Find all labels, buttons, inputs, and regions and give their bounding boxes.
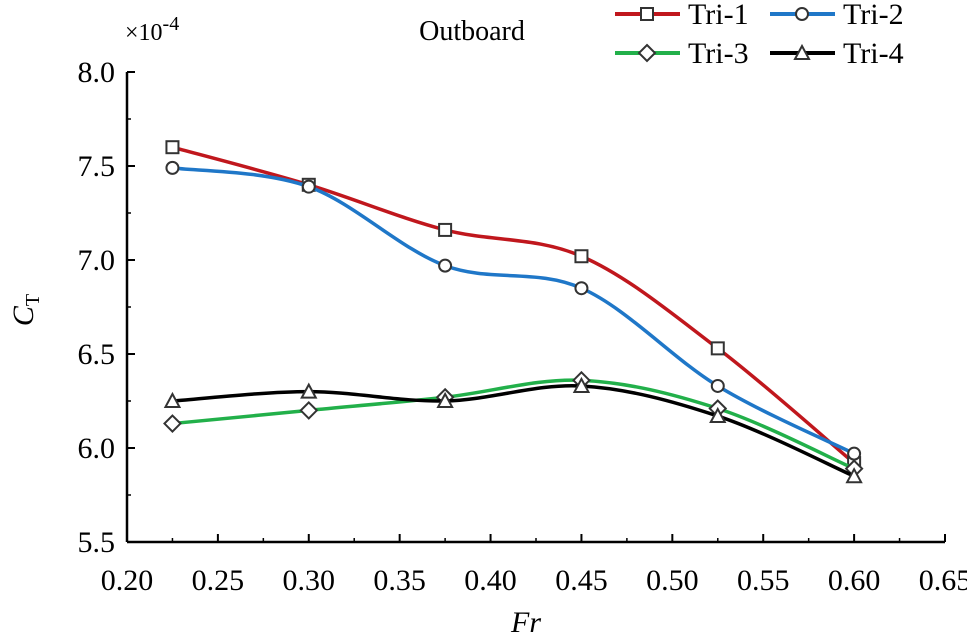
series-line	[171, 145, 856, 465]
legend-label: Tri-2	[843, 0, 904, 31]
data-point	[438, 222, 453, 237]
y-axis-label-sub: T	[22, 294, 44, 306]
x-tick-label: 0.60	[828, 564, 881, 597]
data-point	[300, 382, 318, 399]
legend-marker	[795, 7, 809, 21]
data-point	[574, 281, 589, 296]
series-tri-3	[163, 370, 864, 479]
series-layer	[163, 140, 864, 484]
data-point	[847, 446, 862, 461]
y-tick-label: 6.0	[78, 432, 116, 465]
scale-factor: ×10-4	[125, 13, 179, 46]
legend-marker	[637, 43, 657, 63]
x-tick-label: 0.20	[101, 564, 154, 597]
y-tick-label: 7.0	[78, 244, 116, 277]
data-point	[165, 160, 180, 175]
data-point	[572, 376, 591, 393]
scale-exponent: -4	[163, 13, 180, 35]
legend-marker	[793, 43, 811, 60]
axes: 0.20 0.25 0.30 0.35 0.40 0.45 0.50 0.55 0.60 0.65…	[78, 56, 967, 597]
x-tick-label: 0.65	[919, 564, 967, 597]
legend-entry: Tri-4	[770, 37, 904, 70]
data-point	[710, 378, 725, 393]
series-line	[172, 378, 855, 471]
x-tick-label: 0.45	[555, 564, 608, 597]
data-point	[574, 249, 589, 264]
x-axis-label: Fr	[510, 606, 541, 638]
series-tri-2	[165, 160, 862, 461]
x-tick-label: 0.25	[192, 564, 245, 597]
y-axis-label: CT	[7, 294, 44, 326]
legend-entry: Tri-2	[770, 0, 904, 31]
x-tick-label: 0.30	[283, 564, 336, 597]
legend-entry: Tri-1	[615, 0, 749, 31]
legend-label: Tri-3	[688, 37, 749, 70]
data-point	[299, 400, 319, 420]
scale-label: ×10	[125, 20, 163, 46]
x-tick-label: 0.40	[464, 564, 517, 597]
y-tick-label: 8.0	[78, 56, 116, 89]
y-axis-label-main: C	[7, 305, 40, 326]
y-tick-label: 7.5	[78, 150, 116, 183]
legend-label: Tri-4	[843, 37, 904, 70]
legend-entry: Tri-3	[615, 37, 749, 70]
series-line	[172, 383, 855, 478]
legend-marker	[640, 7, 654, 21]
data-point	[163, 391, 182, 408]
data-point	[709, 406, 727, 424]
data-point	[301, 179, 316, 194]
series-tri-1	[165, 140, 862, 471]
data-point	[710, 341, 725, 356]
data-point	[165, 140, 180, 155]
legend: Tri-1 Tri-2 Tri-3 Tri-4	[615, 0, 904, 70]
x-tick-label: 0.50	[646, 564, 699, 597]
y-tick-label: 5.5	[78, 526, 116, 559]
data-point	[438, 258, 453, 273]
data-point	[163, 414, 182, 433]
series-tri-4	[163, 376, 863, 484]
chart-title: Outboard	[419, 16, 525, 47]
legend-label: Tri-1	[688, 0, 749, 31]
x-tick-label: 0.55	[737, 564, 790, 597]
data-point	[436, 391, 454, 408]
series-line	[172, 166, 855, 456]
data-point	[845, 467, 863, 484]
y-tick-label: 6.5	[78, 338, 116, 371]
x-tick-label: 0.35	[373, 564, 426, 597]
